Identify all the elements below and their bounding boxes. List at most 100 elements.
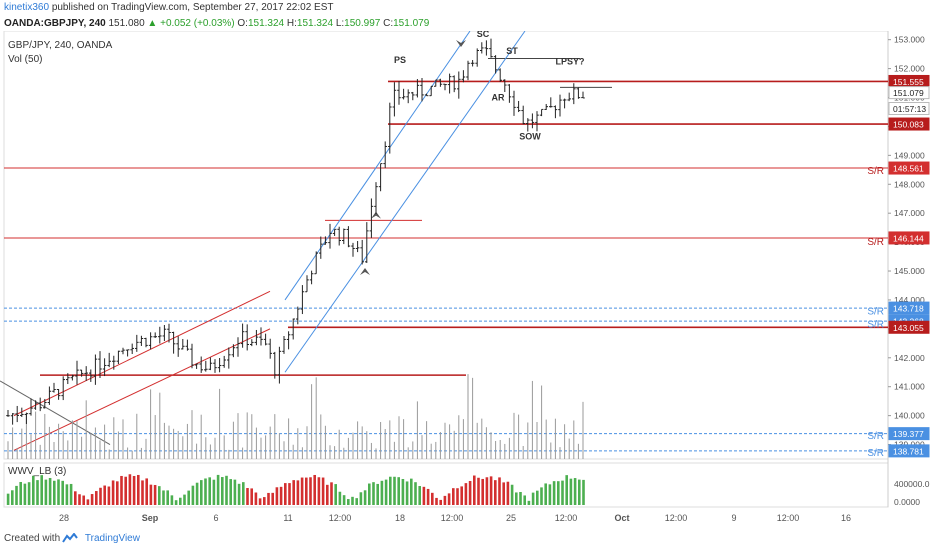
oscillator-bar [368, 483, 371, 505]
oscillator-bar [90, 494, 94, 505]
price-badge-label: 151.079 [893, 88, 924, 98]
oscillator-bar [393, 476, 396, 505]
oscillator-bar [405, 481, 409, 505]
oscillator-bar [481, 478, 484, 505]
price-tick-label: 142.000 [894, 353, 925, 363]
oscillator-bar [389, 476, 392, 505]
oscillator-bar [82, 495, 85, 505]
oscillator-bar [473, 475, 476, 505]
oscillator-bar [74, 491, 77, 505]
volume-bars [7, 374, 584, 459]
open-value: 151.324 [247, 18, 285, 29]
last-price: 151.080 [108, 18, 145, 29]
oscillator-bar [410, 478, 413, 505]
publish-info: published on TradingView.com, September … [51, 2, 334, 13]
oscillator-bar [494, 480, 497, 505]
oscillator-bar [137, 474, 140, 505]
price-badge [888, 231, 930, 245]
oscillator-bar [69, 483, 73, 505]
trend-line-down [0, 380, 111, 445]
oscillator-bar [19, 481, 22, 505]
oscillator-bar [254, 492, 258, 505]
price-tick-label: 147.000 [894, 208, 925, 218]
author-link[interactable]: kinetix360 [4, 2, 50, 13]
oscillator-bar [216, 474, 220, 505]
oscillator-bar [145, 478, 148, 505]
oscillator-bar [418, 486, 421, 505]
footer: Created with TradingView [0, 528, 932, 550]
low-label: L: [335, 18, 345, 29]
oscillator-bar [250, 488, 253, 505]
sr-label: S/R [867, 431, 884, 442]
oscillator-bar [355, 498, 358, 505]
oscillator-bar [99, 487, 102, 505]
channel-lower [13, 328, 271, 451]
oscillator-bar [326, 484, 329, 505]
oscillator-bar [158, 486, 161, 505]
oscillator-bar [225, 475, 228, 505]
oscillator-bar [582, 479, 585, 505]
footer-brand[interactable]: TradingView [84, 533, 140, 544]
oscillator-bar [233, 479, 237, 505]
oscillator-bar [27, 482, 31, 505]
price-axis[interactable]: 153.000152.000151.000150.000149.000148.0… [888, 35, 930, 507]
oscillator-bar [237, 483, 241, 505]
oscillator-bar [284, 483, 287, 505]
price-badge-label: 150.083 [893, 120, 924, 130]
oscillator-bar [57, 479, 60, 505]
oscillator-bar [531, 492, 535, 505]
time-tick-label: Oct [614, 513, 629, 523]
symbol-bar: OANDA:GBPJPY, 240 151.080 ▲ +0.052 (+0.0… [0, 16, 932, 31]
price-badge [888, 161, 930, 175]
oscillator-bar [195, 482, 199, 505]
oscillator-bar [153, 484, 157, 505]
oscillator-bar [422, 486, 426, 505]
oscillator-bar [477, 477, 480, 505]
sr-label: S/R [867, 237, 884, 248]
oscillator-bar [443, 495, 447, 505]
close-value: 151.079 [393, 18, 430, 29]
oscillator-bar [401, 478, 405, 505]
legend-volume: Vol (50) [8, 54, 42, 65]
oscillator-bar [296, 480, 300, 505]
sr-label: S/R [867, 319, 884, 330]
oscillator-bar [141, 480, 144, 505]
price-tick-label: 148.000 [894, 179, 925, 189]
time-tick-label: Sep [142, 513, 159, 523]
low-value: 150.997 [344, 18, 381, 29]
sr-label: S/R [867, 166, 884, 177]
oscillator-bar [523, 495, 526, 505]
oscillator-bar [468, 480, 472, 505]
price-chart[interactable]: PS SC ST LPSY? AR SOW S/R S/R S/R S/R S/R S/R 153.0… [0, 31, 932, 528]
oscillator-bar [15, 485, 18, 505]
tradingview-logo-icon [62, 533, 78, 543]
oscillator-bar [221, 477, 224, 505]
oscillator-bar [552, 481, 556, 505]
open-label: O: [237, 18, 248, 29]
oscillator-bar [111, 480, 115, 505]
oscillator-bar [166, 490, 169, 505]
price-badge [888, 301, 930, 315]
oscillator-bar [246, 488, 249, 505]
time-tick-label: 9 [731, 513, 736, 523]
price-tick-label: 152.000 [894, 64, 925, 74]
oscillator-bar [275, 487, 279, 505]
oscillator-bar [527, 500, 531, 505]
price-badge [888, 427, 930, 441]
price-badge-label: 01:57:13 [893, 104, 926, 114]
price-tick-label: 144.000 [894, 295, 925, 305]
oscillator-bar [288, 483, 291, 505]
oscillator-bar [317, 477, 321, 505]
oscillator-bar [313, 474, 316, 505]
oscillator-bar [279, 486, 283, 505]
price-badge [888, 86, 930, 100]
time-tick-label: 6 [213, 513, 218, 523]
time-tick-label: 12:00 [665, 513, 688, 523]
oscillator-bar [565, 475, 568, 505]
symbol-name: OANDA:GBPJPY, 240 [4, 18, 106, 29]
oscillator-bar [397, 477, 400, 505]
time-axis[interactable]: 28 Sep 6 11 12:00 18 12:00 25 12:00 Oct 12:00 9 12:0… [59, 513, 851, 523]
high-label: H: [286, 18, 297, 29]
price-badge-label: 146.144 [893, 233, 924, 243]
oscillator-bar [330, 482, 333, 505]
